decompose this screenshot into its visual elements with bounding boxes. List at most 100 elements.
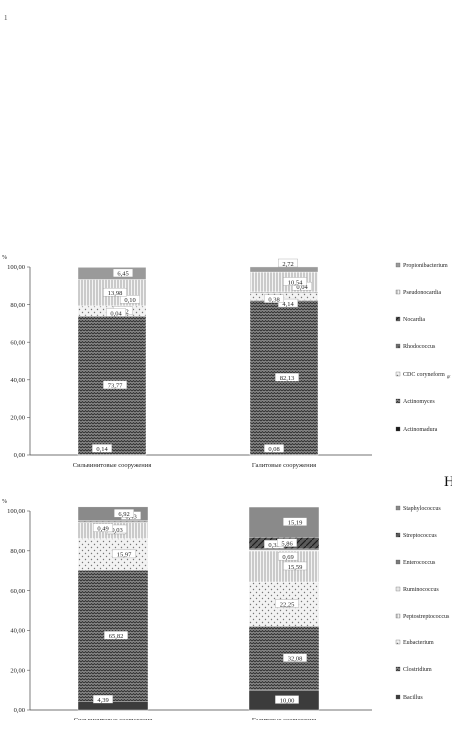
legend-swatch [395, 613, 401, 619]
data-label: 6,92 [118, 511, 129, 518]
data-label: 0,38 [268, 297, 279, 304]
legend-swatch [395, 586, 401, 592]
legend-swatch [395, 505, 401, 511]
data-label: 0,49 [97, 525, 108, 532]
y-tick-label: 60,00 [10, 339, 25, 346]
data-label-box [104, 631, 128, 640]
data-label-box [275, 599, 299, 608]
data-label-box [278, 551, 298, 561]
y-tick-label: 40,00 [10, 377, 25, 384]
legend-swatch [395, 371, 401, 377]
x-category-label: Сильвинитовые сооружения [74, 717, 152, 720]
data-label-box [264, 294, 284, 303]
legend-label: Nocardia [403, 317, 425, 323]
data-label-box [93, 694, 113, 704]
legend-label: Pseudonocardia [403, 290, 441, 296]
y-unit-label: % [2, 255, 7, 261]
legend-swatch [395, 426, 401, 432]
legend-label: Rhodococcus [403, 344, 436, 350]
bar-segment-enterococcus [248, 548, 320, 551]
data-label-box [264, 444, 284, 453]
data-label: 15,59 [288, 564, 303, 571]
data-label-box [283, 561, 307, 571]
data-label-box [103, 380, 127, 390]
legend-label: Staphylococcus [403, 506, 441, 512]
data-label-box [113, 268, 133, 278]
x-category-label: Галитовые сооружения [252, 717, 316, 720]
legend-label: Streptococcus [403, 533, 437, 539]
data-label-box [275, 695, 299, 704]
legend-label: Peptostreptococcus [403, 614, 450, 620]
bar-segment-bacillus [77, 701, 149, 711]
legend-swatch [395, 559, 401, 565]
legend-swatch [395, 639, 401, 645]
legend-label: Propionibacterium [403, 263, 448, 269]
data-label: 0,33 [268, 542, 279, 549]
data-label: 65,82 [109, 633, 124, 640]
stacked-bar-chart-firmicutes: % 0,00 20,00 40,00 60,00 80,00 100,00 4,39 65,82… [2, 499, 450, 720]
y-tick-label: 20,00 [10, 667, 25, 674]
data-label: 15,19 [288, 519, 303, 526]
y-tick-label: 60,00 [10, 588, 25, 595]
legend-swatch [395, 289, 401, 295]
legend-swatch [395, 532, 401, 538]
legend-swatch [395, 316, 401, 322]
data-label-box [283, 517, 307, 526]
x-category-label: Сильвинитовые сооружения [73, 462, 151, 469]
legend-label: Clostridium [403, 667, 432, 673]
y-tick-label: 0,00 [14, 707, 25, 714]
y-tick-label: 100,00 [7, 264, 25, 271]
data-label-box [103, 287, 127, 297]
data-label: 22,25 [280, 601, 295, 608]
data-label: 10,54 [288, 279, 303, 286]
y-tick-label: 40,00 [10, 628, 25, 635]
legend-label: Eubacterium [403, 640, 434, 646]
data-label: 0,04 [296, 284, 308, 291]
legend-label-suffix: gr [447, 374, 451, 379]
legend-label: CDC coryneform gr [403, 371, 451, 379]
data-label: 6,45 [117, 271, 128, 278]
data-label: 0,08 [268, 446, 279, 453]
legend-swatch [395, 343, 401, 349]
y-tick-label: 100,00 [7, 508, 25, 515]
y-tick-label: 80,00 [10, 302, 25, 309]
y-tick-label: 20,00 [10, 415, 25, 422]
y-tick-label: 80,00 [10, 548, 25, 555]
data-label-box [277, 538, 297, 547]
legend-swatch [395, 694, 401, 700]
data-label: 4,39 [97, 697, 108, 704]
data-label: 13,98 [108, 290, 123, 297]
data-label: 73,77 [108, 383, 123, 390]
stacked-bar-chart-actinomycetes: % 0,00 20,00 40,00 60,00 80,00 100,00 0,14 73,77… [2, 255, 451, 469]
legend-label: Ruminococcus [403, 587, 439, 593]
stray-letter: Н [444, 474, 452, 490]
data-label: 0,69 [282, 554, 293, 561]
legend-label: Actinomadura [403, 427, 438, 433]
data-label-box [278, 298, 298, 308]
page-number: 1 [4, 14, 8, 22]
y-unit-label: % [2, 499, 7, 505]
y-tick-label: 0,00 [14, 452, 25, 459]
data-label: 4,14 [282, 301, 294, 308]
data-label-box [106, 308, 126, 317]
bar-segment-propionibacterium [77, 267, 147, 280]
data-label-box [283, 653, 307, 662]
data-label: 10,00 [280, 697, 295, 704]
data-label: 5,86 [281, 540, 293, 547]
legend-swatch [395, 398, 401, 404]
legend-label: Enterococcus [403, 560, 436, 566]
data-label: 0,10 [124, 297, 135, 304]
x-category-label: Галитовые сооружения [252, 462, 316, 469]
data-label: 32,08 [288, 655, 303, 662]
data-label-box [114, 509, 134, 518]
data-label: 2,72 [282, 261, 293, 268]
data-label: 82,13 [280, 375, 295, 382]
legend-swatch [395, 666, 401, 672]
data-label: 0,04 [110, 310, 122, 317]
legend-label: Actinomyces [403, 399, 435, 405]
data-label-box [278, 258, 298, 268]
data-label: 15,97 [117, 552, 132, 559]
data-label-box [283, 277, 307, 286]
data-label-box [120, 295, 140, 304]
data-label-box [112, 549, 136, 559]
